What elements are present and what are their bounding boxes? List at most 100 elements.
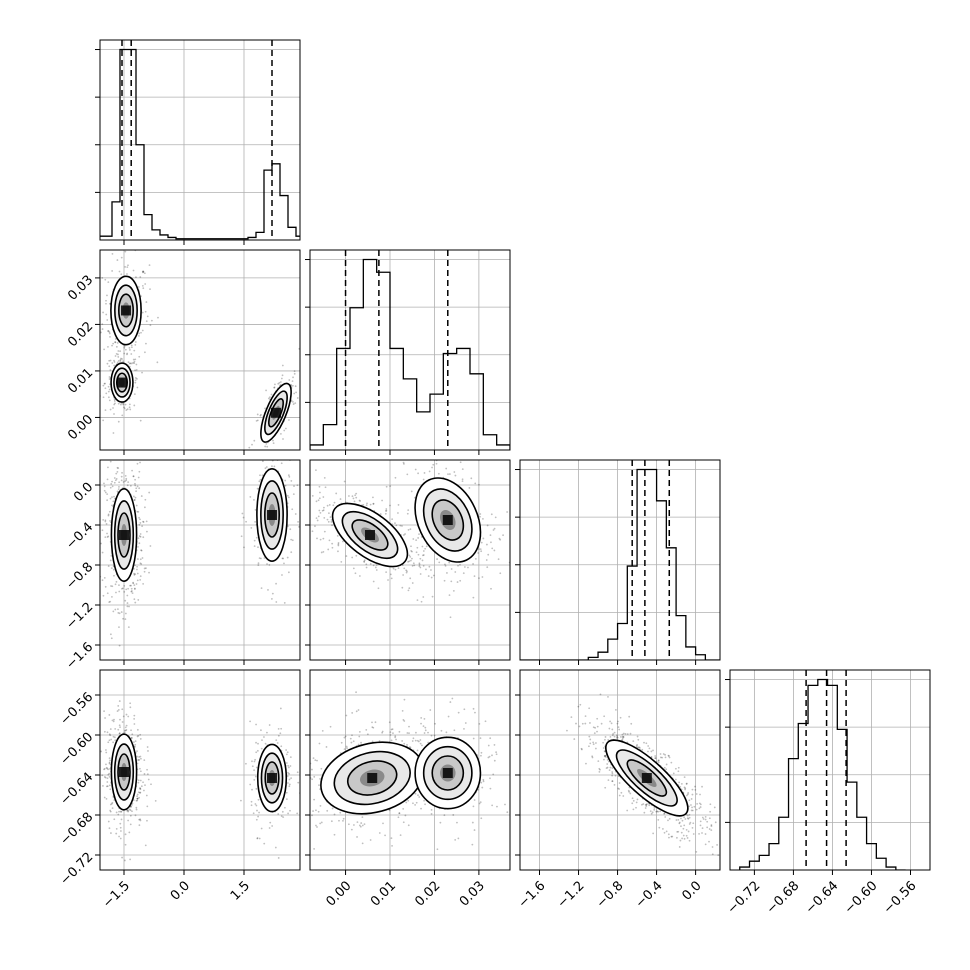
sample-point xyxy=(264,407,266,410)
sample-point xyxy=(120,818,123,821)
sample-point xyxy=(319,822,322,825)
sample-point xyxy=(280,745,283,748)
sample-point xyxy=(104,519,107,522)
x-tick-label: −0.56 xyxy=(881,878,920,917)
sample-point xyxy=(260,557,262,560)
sample-point xyxy=(395,524,398,527)
sample-point xyxy=(118,626,120,629)
sample-point xyxy=(319,538,322,541)
sample-point xyxy=(118,486,120,488)
sample-point xyxy=(297,781,300,784)
sample-point xyxy=(136,568,138,571)
sample-point xyxy=(137,286,140,288)
sample-point xyxy=(369,503,372,506)
sample-point xyxy=(326,518,329,521)
sample-point xyxy=(137,759,140,761)
sample-point xyxy=(287,571,290,574)
sample-point xyxy=(105,522,108,525)
sample-point xyxy=(385,485,388,488)
sample-point xyxy=(448,473,451,475)
sample-point xyxy=(342,819,344,822)
sample-point xyxy=(337,543,340,546)
sample-point xyxy=(137,510,140,513)
sample-point xyxy=(595,742,597,744)
sample-point xyxy=(330,820,333,823)
sample-point xyxy=(311,814,313,817)
sample-point xyxy=(461,468,464,471)
sample-point xyxy=(255,741,257,744)
sample-point xyxy=(479,548,482,551)
sample-point xyxy=(631,802,634,805)
sample-point xyxy=(644,807,647,809)
sample-point xyxy=(138,759,140,761)
sample-point xyxy=(257,455,259,457)
sample-point xyxy=(103,710,105,713)
sample-point xyxy=(632,808,635,811)
sample-point xyxy=(144,351,146,354)
sample-point xyxy=(108,827,111,830)
sample-point xyxy=(322,509,325,512)
sample-point xyxy=(699,803,702,806)
sample-point xyxy=(108,757,111,760)
sample-point xyxy=(139,518,141,521)
sample-point xyxy=(616,735,619,738)
sample-point xyxy=(390,728,393,731)
sample-point xyxy=(609,766,612,769)
sample-point xyxy=(112,500,115,503)
contour-frame-p2-p3 xyxy=(519,669,721,871)
sample-point xyxy=(256,837,259,840)
sample-point xyxy=(604,754,607,757)
sample-point xyxy=(114,608,117,611)
sample-point xyxy=(285,762,288,764)
y-tick-label: −0.60 xyxy=(58,730,97,769)
sample-point xyxy=(138,535,141,537)
sample-point xyxy=(257,546,259,549)
sample-point xyxy=(588,745,590,748)
sample-point xyxy=(108,784,111,787)
sample-point xyxy=(285,798,288,801)
sample-point xyxy=(680,831,683,834)
sample-point xyxy=(141,557,144,559)
sample-point xyxy=(372,502,375,505)
sample-point xyxy=(403,742,406,745)
sample-point xyxy=(113,364,116,367)
sample-point xyxy=(106,777,109,780)
sample-point xyxy=(482,537,485,540)
sample-point xyxy=(578,725,581,728)
sample-point xyxy=(106,592,109,595)
sample-point xyxy=(375,564,378,566)
sample-point xyxy=(114,341,117,343)
sample-point xyxy=(504,803,506,806)
sample-point xyxy=(120,256,123,259)
sample-point xyxy=(131,733,134,736)
sample-point xyxy=(129,706,132,709)
sample-point xyxy=(296,397,299,399)
sample-point xyxy=(663,812,666,815)
sample-point xyxy=(150,319,153,322)
sample-point xyxy=(345,555,348,557)
sample-point xyxy=(708,840,710,843)
sample-point xyxy=(141,525,144,528)
sample-point xyxy=(686,837,689,839)
sample-point xyxy=(592,726,595,729)
sample-point xyxy=(667,833,670,836)
sample-point xyxy=(315,809,317,812)
sample-point xyxy=(254,520,257,523)
sample-point xyxy=(620,791,623,794)
sample-point xyxy=(659,753,662,755)
sample-point xyxy=(135,808,138,811)
x-tick-label: 0.0 xyxy=(679,878,704,903)
sample-point xyxy=(110,832,112,834)
sample-point xyxy=(103,348,106,351)
sample-point xyxy=(657,759,660,762)
sample-point xyxy=(411,740,414,742)
sample-point xyxy=(297,520,299,523)
sample-point xyxy=(686,793,689,796)
sample-point xyxy=(109,335,111,338)
sample-point xyxy=(472,737,475,740)
sample-point xyxy=(109,497,112,500)
sample-point xyxy=(665,768,668,771)
sample-point xyxy=(254,803,257,805)
sample-point xyxy=(129,484,132,487)
sample-point xyxy=(489,534,492,537)
